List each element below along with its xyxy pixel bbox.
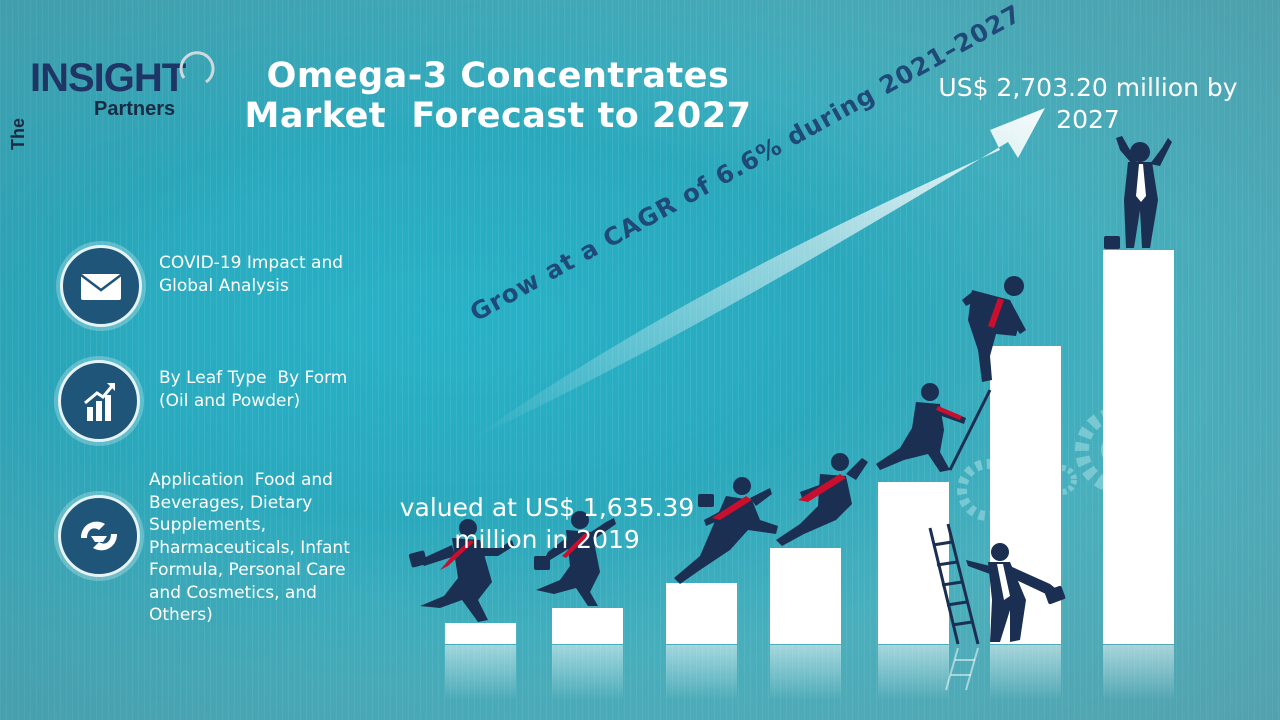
logo-swoosh-icon [179,51,215,84]
handshake-icon [58,495,140,577]
envelope-icon [60,245,142,327]
pusher [962,276,1026,382]
logo-insight: INSIGHT [30,56,186,100]
feature-text-application: Application Food and Beverages, Dietary … [149,470,350,625]
bar-4 [770,548,841,644]
page-title: Omega-3 Concentrates Market Forecast to … [228,56,768,136]
runner-1 [408,519,514,622]
forecast-value-2027: US$ 2,703.20 million by 2027 [938,73,1238,134]
ladder [928,523,980,645]
company-logo: The INSIGHT Partners [6,48,216,150]
bar-7 [1103,250,1174,644]
bar-reflections [445,645,1174,700]
runner-2 [534,511,616,606]
feature-text-covid: COVID-19 Impact and Global Analysis [159,253,344,296]
red-ties [440,298,1004,570]
ladder-reflection [945,647,979,691]
feature-text-leaf-type: By Leaf Type By Form (Oil and Powder) [159,368,348,411]
growth-chart-icon [58,360,140,442]
climber [876,383,992,472]
bar-1 [445,623,516,644]
title-line-1: Omega-3 Concentrates [266,56,730,96]
logo-partners: Partners [94,98,176,120]
title-line-2: Market Forecast to 2027 [244,96,752,136]
runner-4 [776,453,868,546]
winner [1104,136,1172,249]
bar-3 [666,583,737,644]
forecast-value-2019: valued at US$ 1,635.39 million in 2019 [399,493,695,554]
white-ties [997,164,1146,600]
growth-arrow [470,108,1045,440]
business-people [408,136,1172,642]
walker [966,543,1066,642]
bar-2 [552,608,623,644]
